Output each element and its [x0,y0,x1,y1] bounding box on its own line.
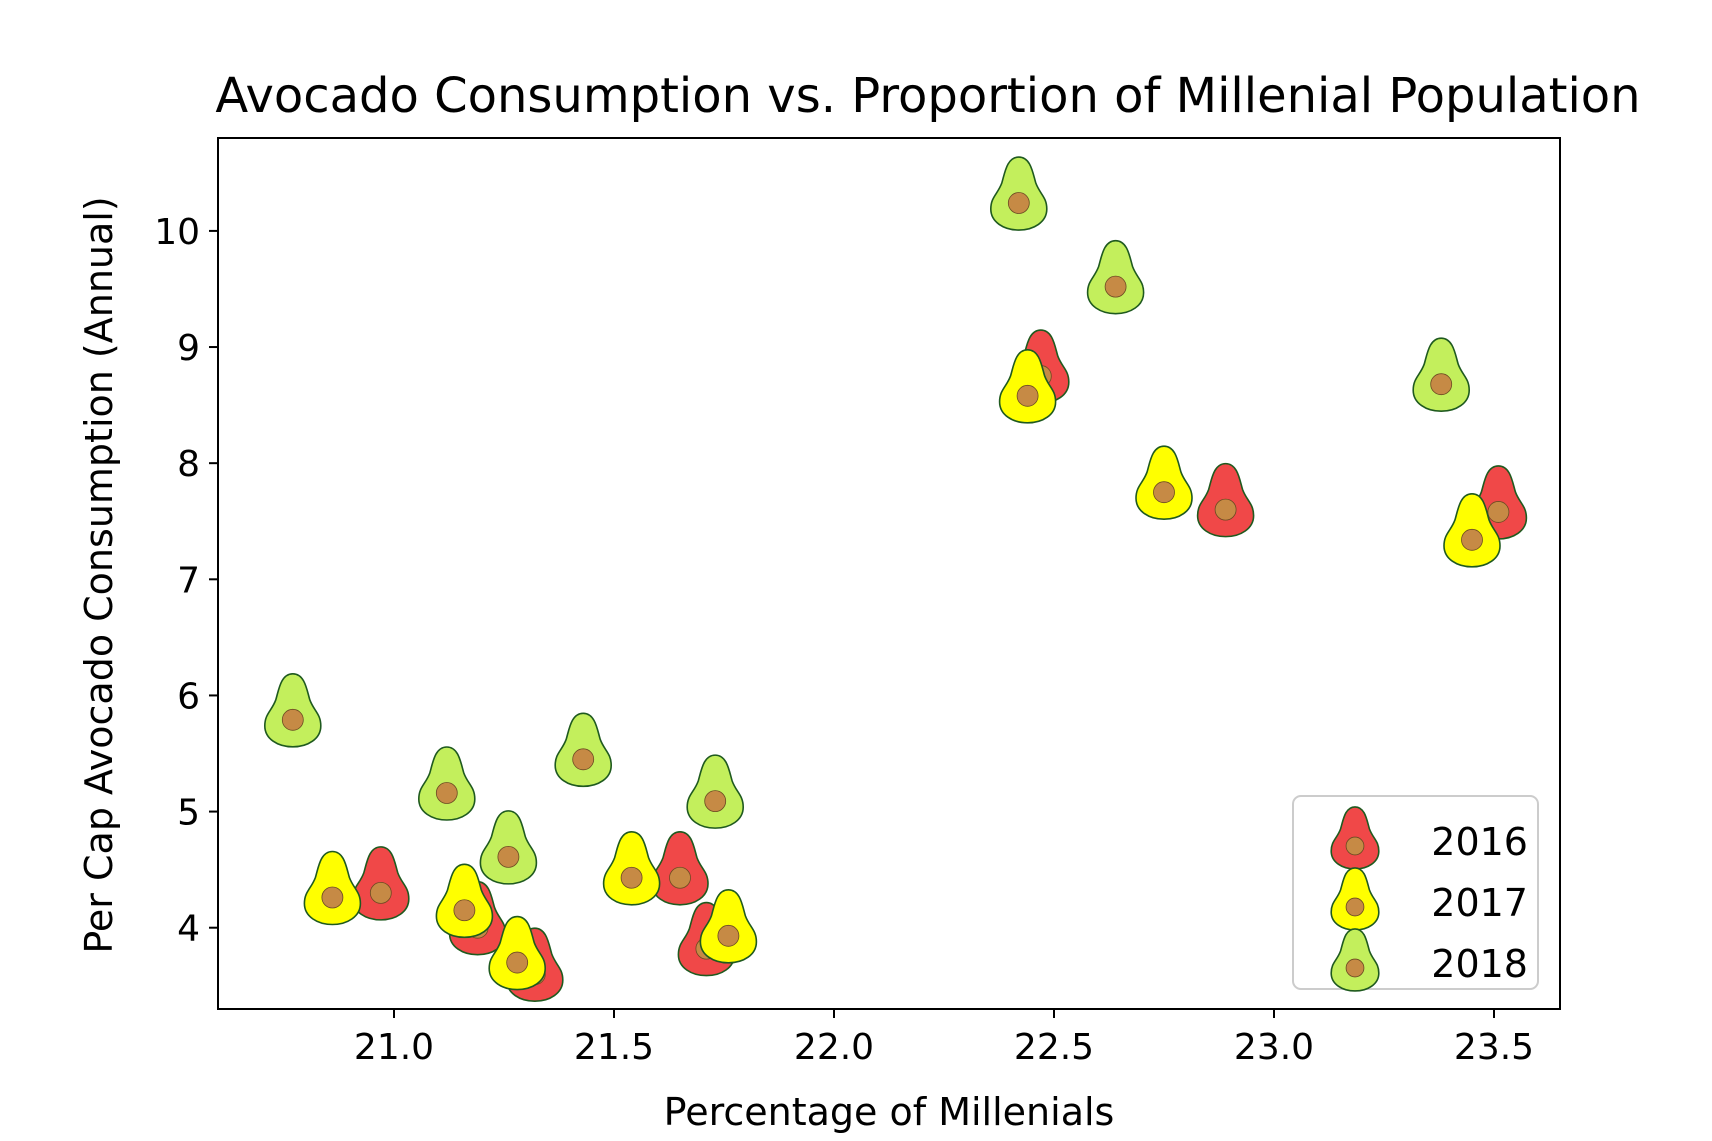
chart-title: Avocado Consumption vs. Proportion of Mi… [215,68,1640,124]
plot-area-frame [217,137,1561,1010]
x-tick-label: 23.0 [1234,1027,1314,1068]
data-point [1443,493,1501,568]
data-point [699,889,758,964]
data-markers [263,156,1528,1002]
legend-label: 2018 [1431,942,1528,986]
data-point [651,830,709,906]
data-point [602,830,661,906]
legend-items: 2016 2017 2018 [1330,806,1528,992]
legend-marker [1330,928,1380,992]
y-tick-label: 7 [177,560,200,601]
data-point [1086,239,1145,315]
y-tick-label: 8 [177,444,200,485]
x-tick-label: 22.5 [1014,1027,1094,1068]
x-axis-label: Percentage of Millenials [664,1090,1115,1134]
y-axis-ticks: 4 5 6 7 8 9 10 [154,212,218,950]
x-tick-label: 21.5 [574,1027,654,1068]
x-axis-ticks: 21.0 21.5 22.0 22.5 23.0 23.5 [354,1009,1534,1068]
legend-label: 2017 [1431,881,1528,925]
data-point [554,712,613,788]
y-tick-label: 4 [177,909,200,950]
data-point [1196,462,1255,538]
data-point [351,846,410,921]
data-point [1412,337,1470,413]
data-point [435,863,494,939]
x-tick-label: 23.5 [1454,1027,1534,1068]
y-tick-label: 9 [177,328,200,369]
y-tick-label: 5 [177,793,200,834]
data-point [303,850,362,926]
data-point [989,156,1048,231]
data-point [998,349,1057,424]
data-point [263,673,322,748]
data-point [686,754,745,829]
data-point [417,746,476,821]
y-tick-label: 10 [154,212,200,253]
data-point [1135,445,1193,521]
legend: 2016 2017 2018 [1292,795,1539,992]
legend-marker [1330,806,1380,870]
x-tick-label: 21.0 [354,1027,434,1068]
x-tick-label: 22.0 [794,1027,874,1068]
y-axis-label: Per Cap Avocado Consumption (Annual) [77,196,121,953]
data-point [479,810,538,885]
legend-marker [1330,867,1380,931]
data-point [488,915,547,991]
y-tick-label: 6 [177,676,200,717]
legend-label: 2016 [1431,820,1528,864]
